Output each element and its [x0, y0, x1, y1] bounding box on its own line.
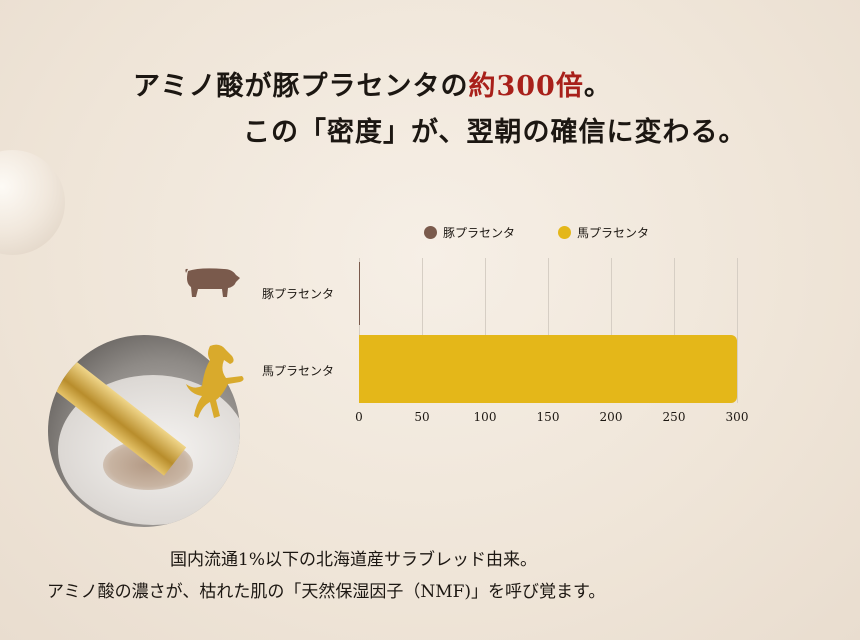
x-tick-label: 150 [536, 410, 560, 424]
headline-highlight: 約300倍 [468, 71, 584, 102]
x-tick-label: 200 [599, 410, 623, 424]
gridline [611, 258, 612, 403]
bar-horse [359, 335, 737, 403]
x-tick-label: 100 [473, 410, 497, 424]
horse-icon [186, 344, 244, 418]
bar-pig [359, 262, 361, 325]
gridline [737, 258, 738, 403]
headline-line2: この「密度」が、翌朝の確信に変わる。 [243, 117, 747, 148]
legend-item-horse: 馬プラセンタ [558, 224, 649, 241]
gridline [548, 258, 549, 403]
headline-prefix: アミノ酸が豚プラセンタの [133, 71, 469, 102]
legend-item-pig: 豚プラセンタ [424, 224, 515, 241]
legend-label-horse: 馬プラセンタ [577, 226, 650, 240]
legend-dot-horse [558, 226, 571, 239]
footer-line1: 国内流通1%以下の北海道産サラブレッド由来。 [170, 550, 537, 570]
gridline [359, 258, 360, 403]
legend-label-pig: 豚プラセンタ [443, 226, 516, 240]
gridline [485, 258, 486, 403]
x-tick-label: 0 [355, 410, 363, 424]
x-tick-label: 250 [662, 410, 686, 424]
footer-line2: アミノ酸の濃さが、枯れた肌の「天然保湿因子（NMF)」を呼び覚ます。 [47, 582, 606, 602]
x-tick-label: 50 [414, 410, 430, 424]
headline-suffix: 。 [583, 71, 612, 102]
category-label-horse: 馬プラセンタ [262, 364, 335, 378]
pig-icon [185, 268, 240, 297]
x-tick-label: 300 [725, 410, 749, 424]
headline-line1: アミノ酸が豚プラセンタの約300倍。 [133, 64, 612, 103]
gridline [674, 258, 675, 403]
gridline [422, 258, 423, 403]
category-label-pig: 豚プラセンタ [262, 287, 335, 301]
legend-dot-pig [424, 226, 437, 239]
pearl-decoration [0, 150, 65, 255]
